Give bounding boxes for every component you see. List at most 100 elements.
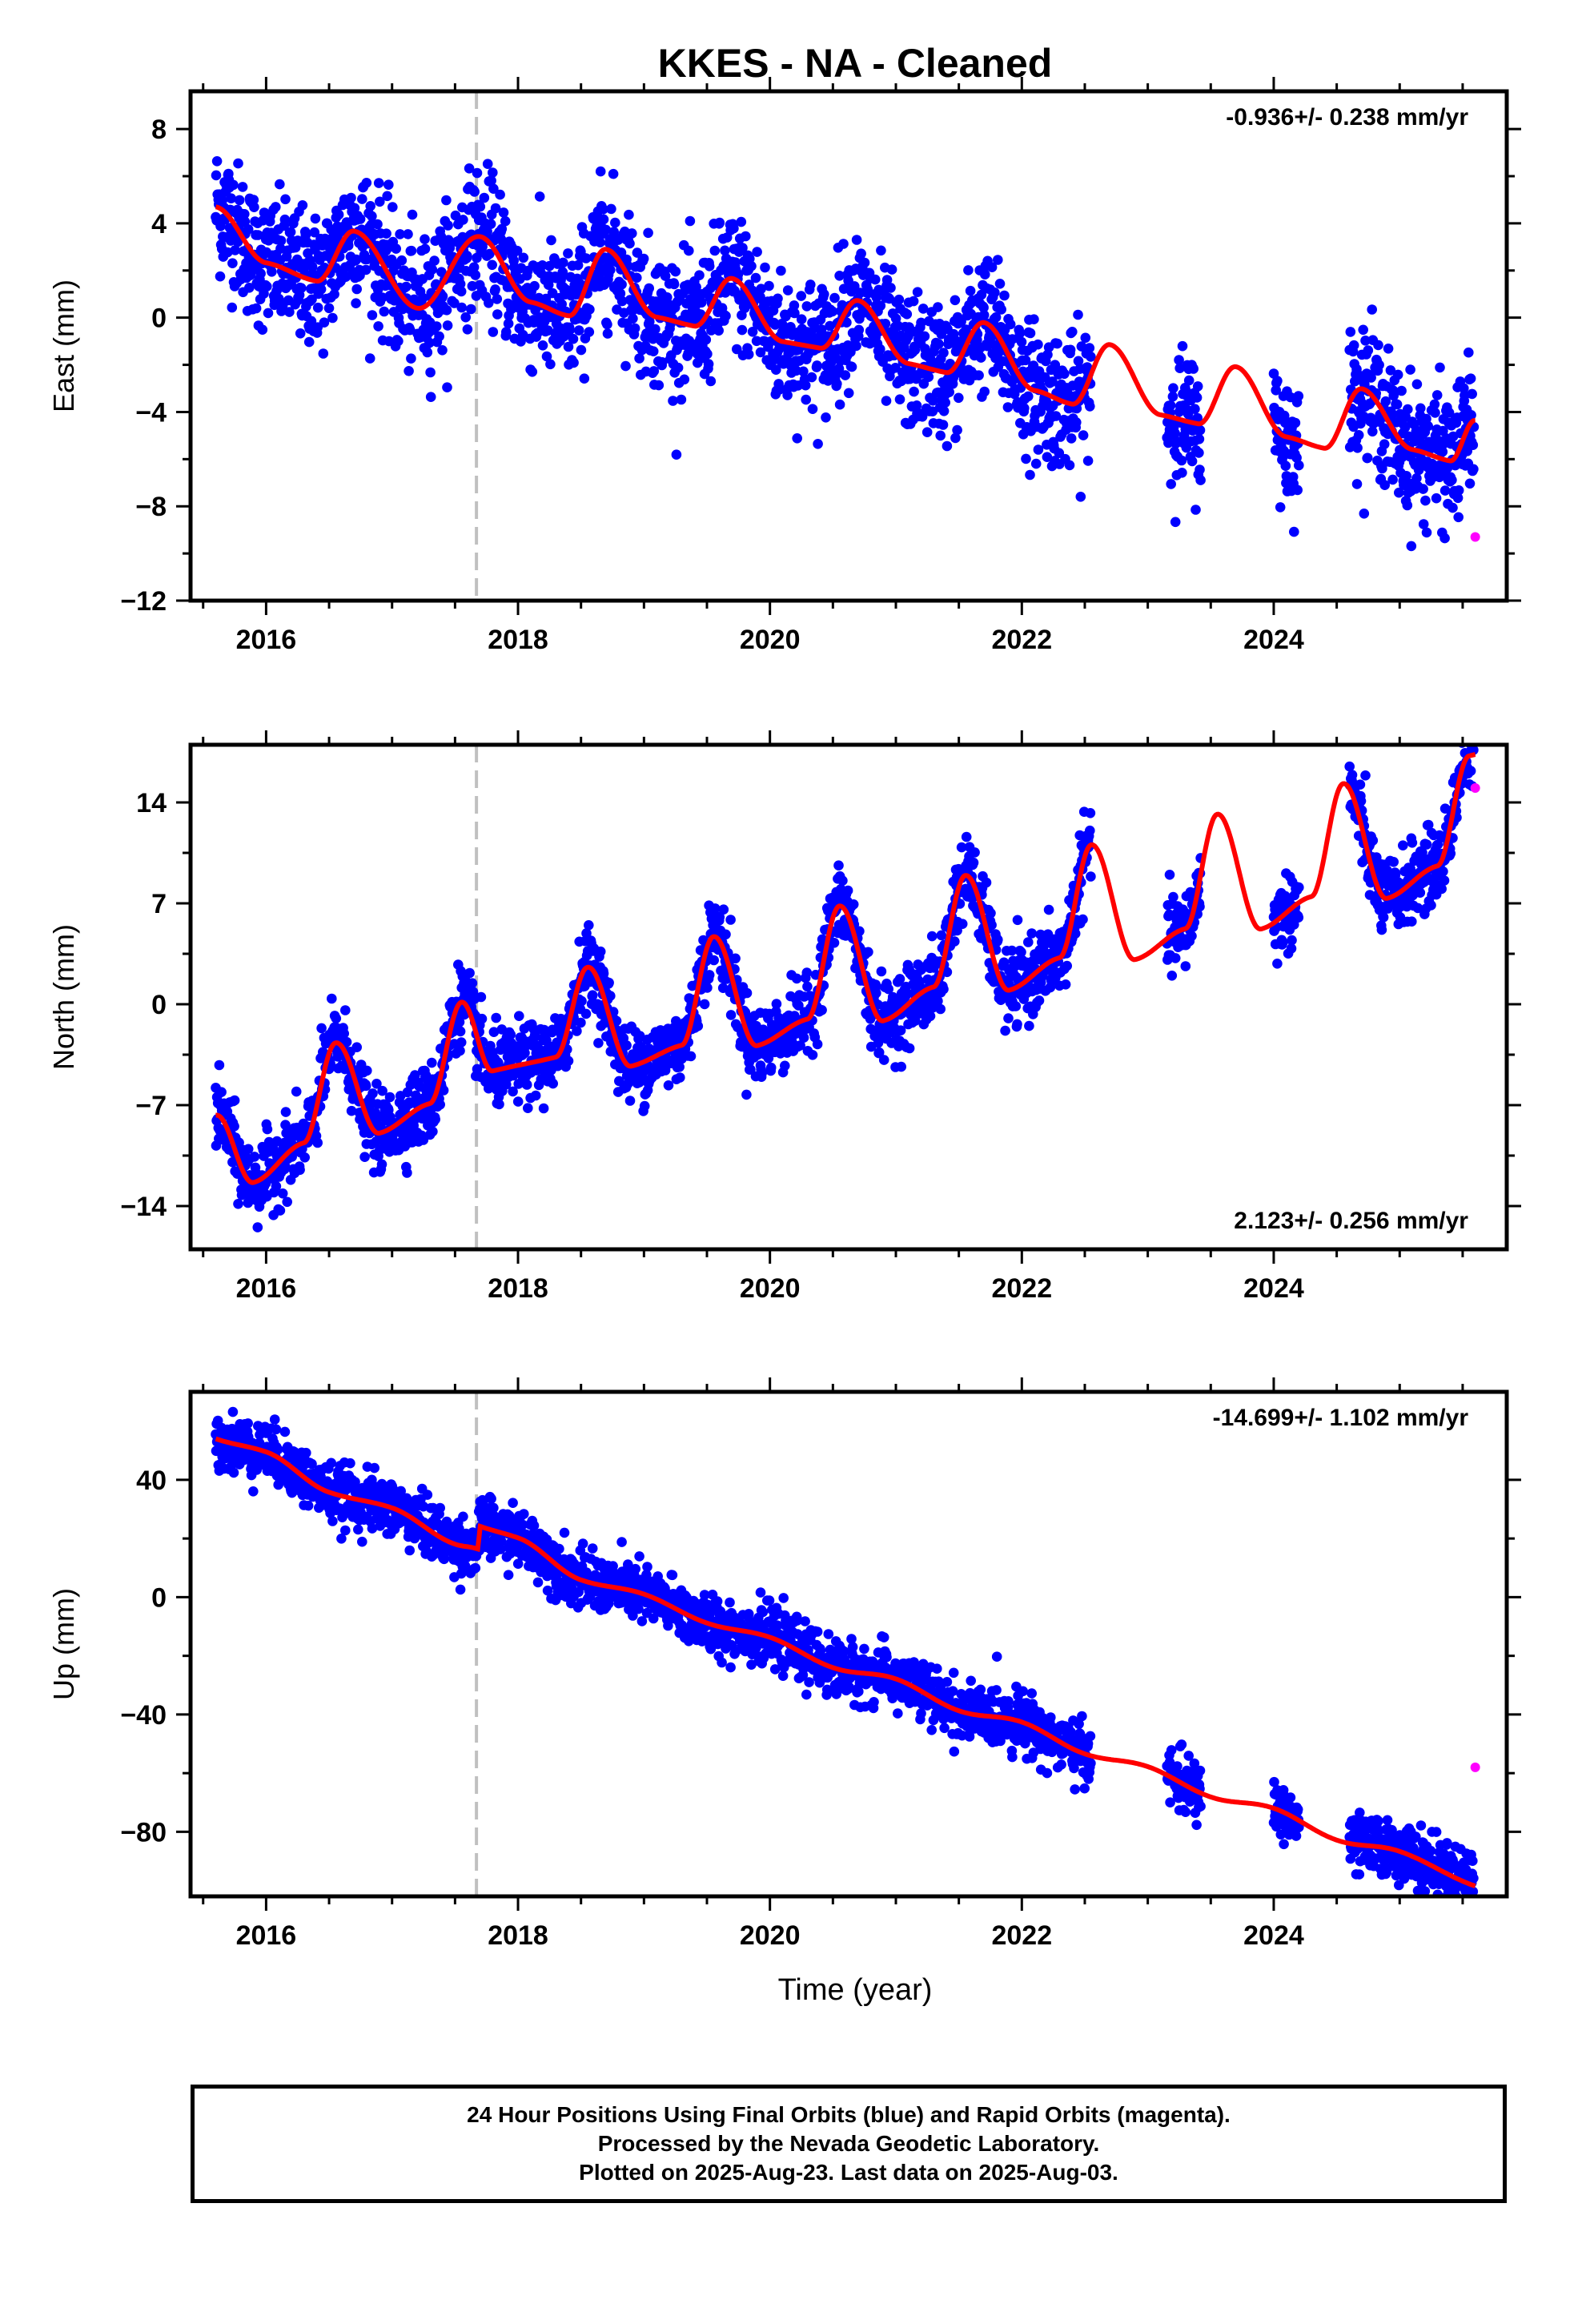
y-tick-label: 4 <box>151 209 167 239</box>
data-point <box>760 262 770 273</box>
data-point <box>1012 1019 1022 1030</box>
data-point <box>1012 915 1023 926</box>
data-point <box>933 302 943 312</box>
data-point <box>1086 352 1096 362</box>
data-point <box>587 990 598 1000</box>
data-point <box>771 999 782 1009</box>
data-point <box>1465 373 1476 384</box>
data-point <box>668 396 678 406</box>
x-tick-label: 2018 <box>488 1273 548 1304</box>
data-point <box>422 347 433 358</box>
data-point <box>699 999 710 1010</box>
data-point <box>782 285 793 296</box>
data-point <box>1050 360 1061 371</box>
data-point <box>227 258 238 269</box>
velocity-rate-label: 2.123+/- 0.256 mm/yr <box>1234 1208 1468 1234</box>
data-point <box>925 1011 936 1022</box>
data-point <box>339 1028 350 1039</box>
data-point <box>295 328 306 339</box>
data-point <box>776 265 786 276</box>
data-point <box>251 303 262 314</box>
data-point <box>403 229 413 239</box>
y-axis-label: East (mm) <box>47 279 80 412</box>
data-point <box>1373 340 1383 351</box>
data-point <box>598 214 609 225</box>
data-point <box>291 1086 302 1097</box>
data-point <box>315 284 327 295</box>
data-point <box>1272 959 1283 969</box>
data-point <box>894 974 905 984</box>
data-point <box>299 1152 311 1163</box>
data-point <box>859 257 870 268</box>
panel-frame <box>188 742 1509 1252</box>
data-point <box>936 930 947 941</box>
data-point <box>869 274 881 285</box>
data-point <box>812 1039 823 1050</box>
data-point <box>703 359 714 369</box>
data-point <box>1078 430 1089 440</box>
data-point <box>468 262 480 273</box>
data-point <box>1367 426 1378 437</box>
data-point <box>477 241 488 252</box>
data-point <box>821 412 831 423</box>
data-point <box>564 324 575 336</box>
data-point <box>1462 712 1472 722</box>
data-point <box>729 223 739 234</box>
data-point <box>709 245 721 256</box>
data-point <box>284 307 295 317</box>
data-point <box>956 842 967 853</box>
data-point <box>436 267 447 278</box>
data-point <box>357 194 367 204</box>
panel-frame <box>188 89 1509 603</box>
data-point <box>702 983 713 993</box>
data-point <box>916 317 926 328</box>
final-orbit-points <box>211 156 1480 552</box>
data-point <box>780 1060 790 1072</box>
data-point <box>307 294 317 305</box>
data-point <box>1352 443 1363 453</box>
data-point <box>530 1090 541 1101</box>
data-point <box>482 159 493 169</box>
data-point <box>488 1027 500 1037</box>
data-point <box>558 257 568 268</box>
data-point <box>926 931 938 942</box>
data-point <box>745 1064 756 1075</box>
data-point <box>819 289 829 300</box>
data-point <box>670 266 681 277</box>
data-point <box>319 317 330 328</box>
data-point <box>673 362 684 373</box>
data-point <box>1030 458 1042 469</box>
data-point <box>1436 883 1447 895</box>
data-point <box>484 298 494 308</box>
data-point <box>303 336 315 348</box>
data-point <box>514 1011 524 1021</box>
data-point <box>541 351 552 362</box>
data-point <box>239 209 250 219</box>
data-point <box>248 195 259 205</box>
data-point <box>638 253 649 264</box>
data-point <box>730 953 741 964</box>
data-point <box>950 295 961 306</box>
data-point <box>244 283 255 293</box>
data-point <box>993 255 1003 265</box>
data-point <box>239 216 251 227</box>
data-point <box>503 318 514 329</box>
data-point <box>676 394 687 405</box>
data-point <box>1469 713 1480 723</box>
data-point <box>798 366 809 377</box>
data-point <box>521 1080 532 1090</box>
data-point <box>529 280 540 292</box>
data-point <box>696 297 707 308</box>
data-point <box>627 228 637 239</box>
data-point <box>595 237 605 248</box>
data-point <box>743 349 754 360</box>
data-point <box>979 386 990 397</box>
data-point <box>833 364 845 374</box>
data-point <box>894 394 905 405</box>
data-point <box>227 302 238 313</box>
data-point <box>1447 475 1457 485</box>
data-point <box>1421 527 1432 538</box>
data-point <box>538 1103 549 1114</box>
data-point <box>371 1079 382 1089</box>
